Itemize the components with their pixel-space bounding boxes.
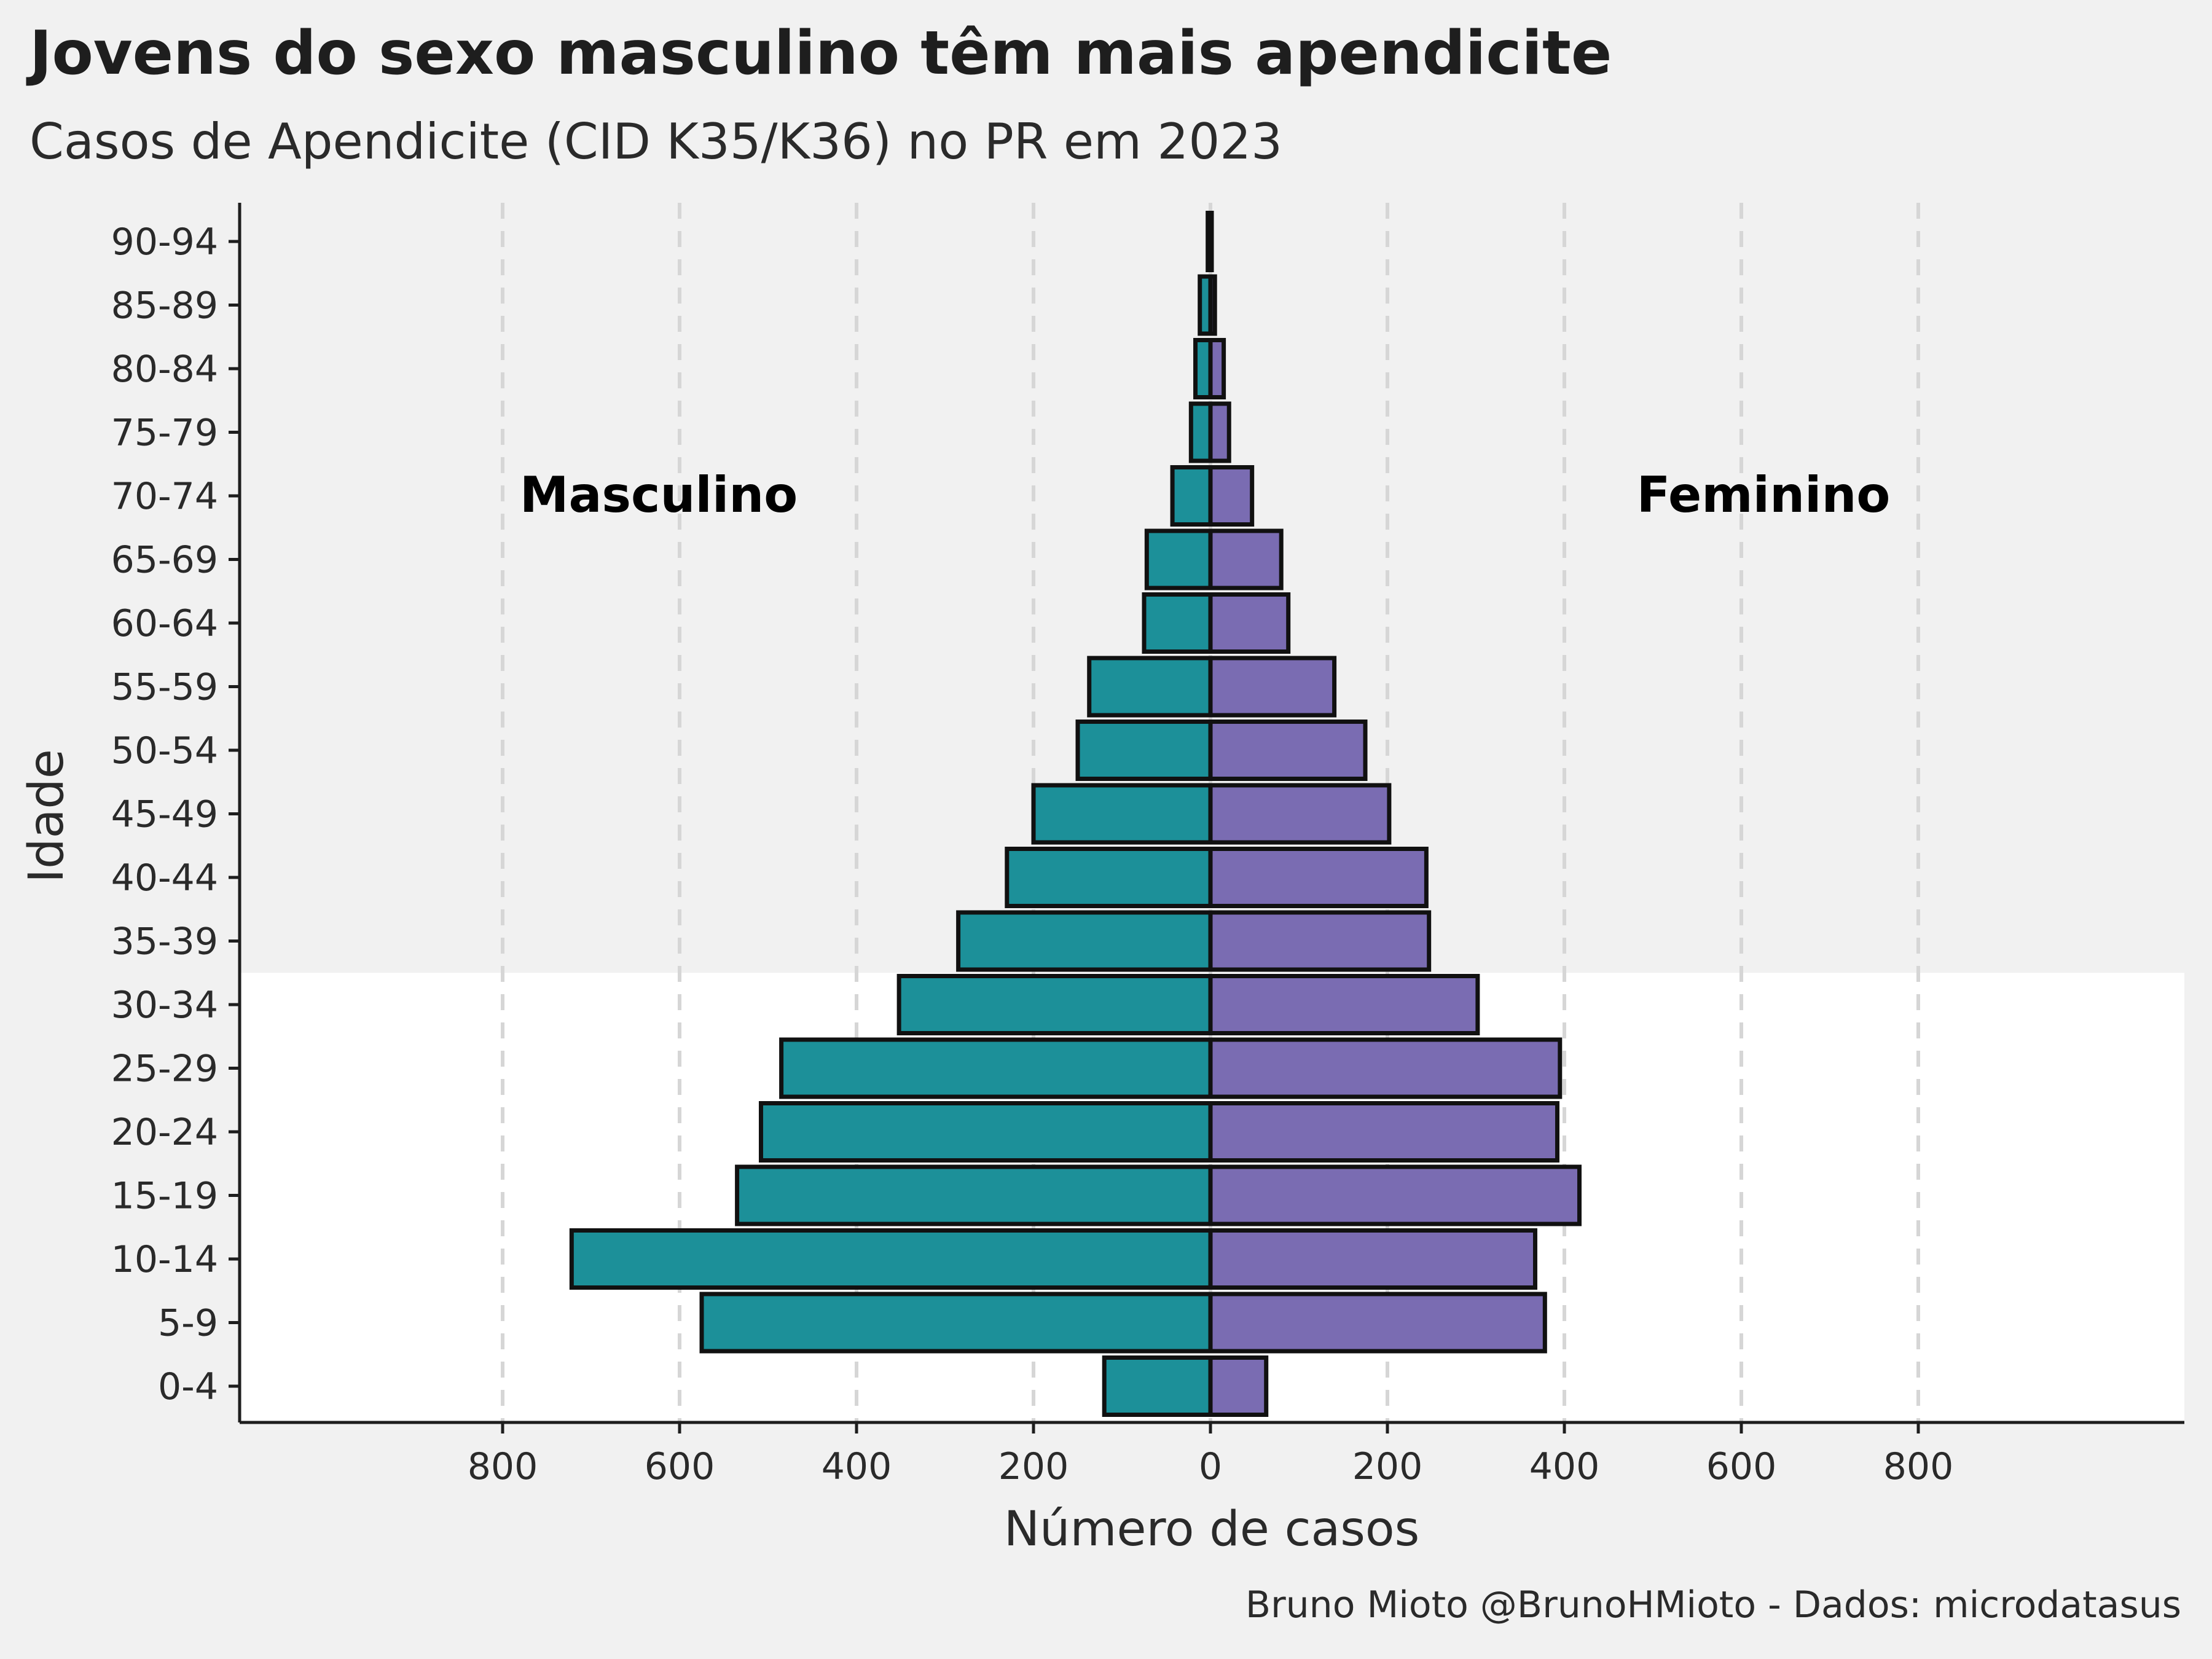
bar-feminino-85-89 — [1208, 274, 1217, 336]
bar-masculino-25-29 — [779, 1037, 1213, 1099]
bar-masculino-20-24 — [758, 1101, 1213, 1163]
legend-label-masculino: Masculino — [520, 466, 798, 524]
x-tick-label: 200 — [1352, 1445, 1423, 1488]
x-tick-label: 600 — [1706, 1445, 1777, 1488]
y-tick-label: 45-49 — [111, 793, 218, 836]
bar-masculino-45-49 — [1031, 783, 1213, 845]
y-tick-label: 75-79 — [111, 412, 218, 455]
y-tick-label: 5-9 — [158, 1302, 218, 1345]
bar-masculino-80-84 — [1193, 338, 1213, 399]
bar-masculino-30-34 — [896, 974, 1213, 1035]
y-tick-label: 40-44 — [111, 857, 218, 900]
x-tick-label: 0 — [1199, 1445, 1222, 1488]
bar-masculino-10-14 — [569, 1228, 1213, 1290]
y-tick-label: 30-34 — [111, 984, 218, 1027]
bar-feminino-15-19 — [1208, 1164, 1582, 1226]
bar-feminino-55-59 — [1208, 656, 1337, 718]
bar-masculino-75-79 — [1188, 401, 1213, 463]
bar-feminino-25-29 — [1208, 1037, 1563, 1099]
bar-feminino-0-4 — [1208, 1355, 1269, 1417]
x-tick-label: 800 — [1883, 1445, 1954, 1488]
bar-feminino-70-74 — [1208, 465, 1255, 527]
bar-feminino-40-44 — [1208, 847, 1429, 908]
y-tick-label: 35-39 — [111, 920, 218, 963]
chart-caption: Bruno Mioto @BrunoHMioto - Dados: microd… — [1245, 1583, 2181, 1626]
plot-area: 0-4 5-9 10-14 15-19 20-24 25-29 30-34 35-39 40-4… — [111, 203, 2184, 1488]
bar-feminino-35-39 — [1208, 910, 1432, 972]
bar-feminino-60-64 — [1208, 592, 1291, 654]
y-tick-label: 80-84 — [111, 348, 218, 391]
bar-masculino-50-54 — [1075, 720, 1213, 781]
chart-subtitle: Casos de Apendicite (CID K35/K36) no PR … — [29, 113, 1282, 170]
x-tick-label: 600 — [645, 1445, 715, 1488]
bar-masculino-0-4 — [1102, 1355, 1213, 1417]
y-tick-label: 60-64 — [111, 602, 218, 645]
y-tick-label: 90-94 — [111, 221, 218, 264]
y-tick-label: 10-14 — [111, 1238, 218, 1281]
x-tick-label: 800 — [468, 1445, 538, 1488]
bar-masculino-60-64 — [1142, 592, 1213, 654]
bar-feminino-80-84 — [1208, 338, 1226, 399]
bar-feminino-75-79 — [1208, 401, 1231, 463]
bar-masculino-35-39 — [956, 910, 1213, 972]
y-axis-title: Idade — [19, 749, 74, 883]
y-tick-label: 0-4 — [158, 1365, 218, 1408]
y-tick-label: 85-89 — [111, 284, 218, 327]
bar-masculino-70-74 — [1170, 465, 1213, 527]
chart-title: Jovens do sexo masculino têm mais apendi… — [26, 18, 1612, 88]
bar-masculino-65-69 — [1144, 528, 1213, 590]
y-tick-label: 20-24 — [111, 1111, 218, 1154]
bar-feminino-20-24 — [1208, 1101, 1559, 1163]
bar-feminino-5-9 — [1208, 1292, 1547, 1354]
y-tick-label: 50-54 — [111, 729, 218, 772]
bar-masculino-40-44 — [1005, 847, 1213, 908]
bar-masculino-5-9 — [699, 1292, 1213, 1354]
x-axis-title: Número de casos — [1004, 1502, 1420, 1557]
bar-feminino-50-54 — [1208, 720, 1368, 781]
bar-masculino-55-59 — [1087, 656, 1213, 718]
x-tick-label: 200 — [998, 1445, 1069, 1488]
x-tick-label: 400 — [822, 1445, 892, 1488]
bar-feminino-65-69 — [1208, 528, 1284, 590]
y-tick-label: 70-74 — [111, 475, 218, 518]
bar-masculino-15-19 — [735, 1164, 1213, 1226]
bar-feminino-30-34 — [1208, 974, 1480, 1035]
y-tick-label: 55-59 — [111, 666, 218, 709]
x-tick-label: 400 — [1529, 1445, 1600, 1488]
bar-feminino-90-94 — [1208, 211, 1214, 272]
y-tick-label: 25-29 — [111, 1048, 218, 1091]
legend-label-feminino: Feminino — [1637, 466, 1891, 524]
y-tick-label: 65-69 — [111, 539, 218, 582]
y-tick-label: 15-19 — [111, 1175, 218, 1218]
bar-feminino-45-49 — [1208, 783, 1392, 845]
bar-feminino-10-14 — [1208, 1228, 1537, 1290]
